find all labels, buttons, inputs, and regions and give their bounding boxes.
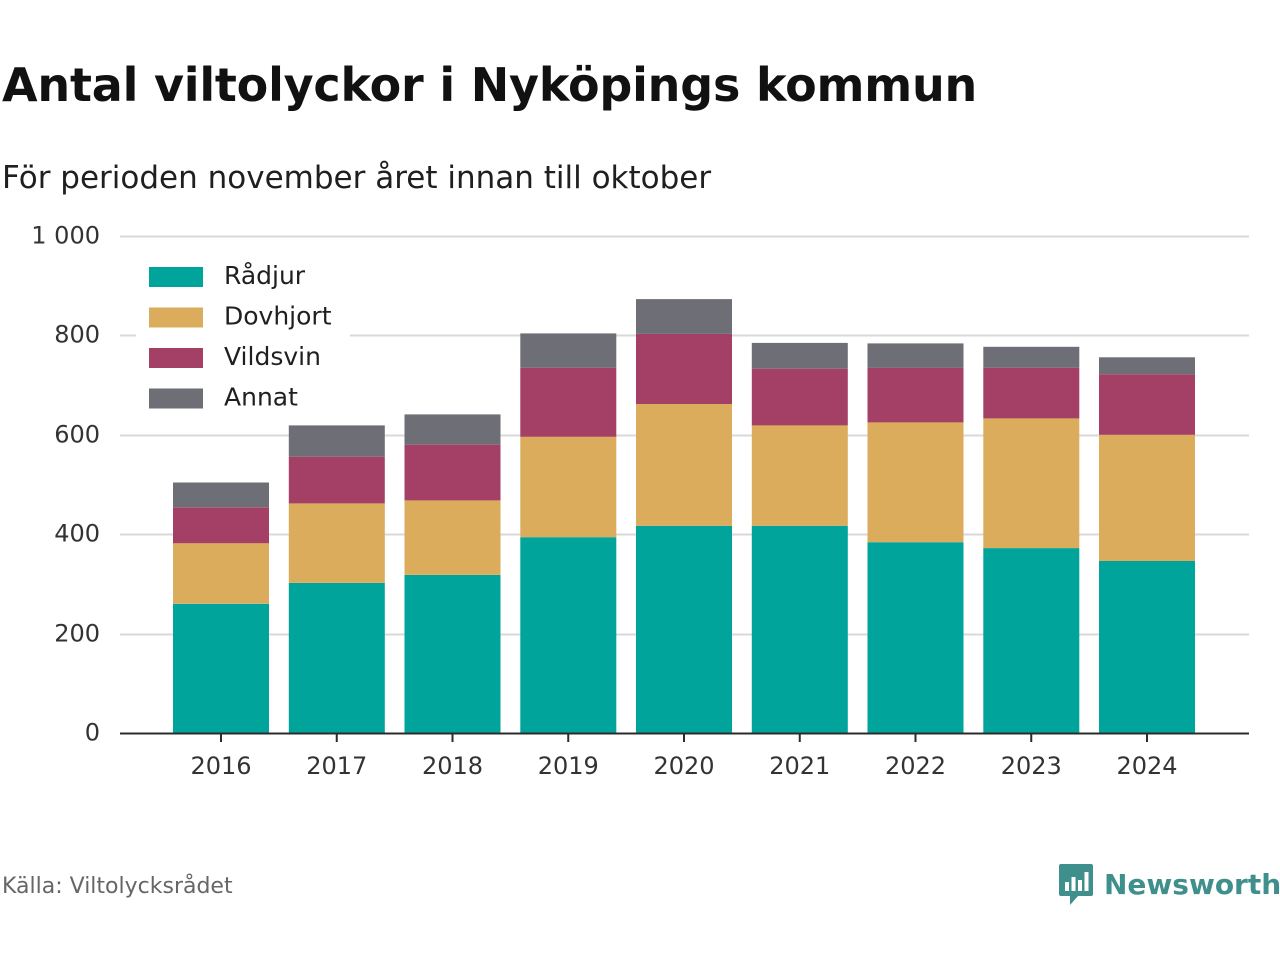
legend-swatch [149,388,203,409]
brand-name: Newsworthy [1104,867,1280,901]
bar-segment [751,368,848,426]
bar-segment [1099,357,1195,375]
legend-label: Vildsvin [224,342,321,371]
bar-segment [173,482,269,508]
bar-segment [1099,374,1195,435]
x-tick-label: 2021 [769,752,830,780]
bar-segment [520,367,617,437]
brand-logo: Newsworthy [1058,862,1280,906]
y-tick-label: 200 [54,620,100,648]
bar-segment [404,575,501,733]
bar-segment [404,414,501,445]
y-tick-label: 0 [85,719,100,747]
x-tick-label: 2024 [1116,752,1177,780]
bar-segment [751,525,848,733]
x-tick-label: 2019 [538,752,599,780]
chart-title: Antal viltolyckor i Nyköpings kommun [2,58,978,112]
bar-segment [288,456,385,504]
bar-segment [867,367,964,423]
bar-segment [983,418,1080,549]
x-axis-ticks: 2016 2017 2018 2019 2020 2021 2022 2023 2024 [190,733,1178,780]
y-axis-ticks: 0 200 400 600 800 1 000 [31,222,100,747]
x-tick-label: 2023 [1001,752,1062,780]
legend-label: Dovhjort [224,302,332,331]
chart-subtitle: För perioden november året innan till ok… [2,160,712,196]
bar-segment [520,436,617,538]
bar-segment [636,525,732,733]
bar-segment [867,422,964,543]
bar-segment [867,343,964,368]
source-note: Källa: Viltolycksrådet [2,874,233,899]
legend-swatch [149,348,203,368]
x-tick-label: 2017 [306,752,367,780]
bar-segment [173,603,269,733]
y-tick-label: 400 [54,520,100,548]
bar-segment [520,333,617,368]
bar-segment [173,543,269,604]
x-tick-label: 2016 [190,752,251,780]
bar-segment [288,425,385,457]
bar-segment [867,542,964,733]
bars [173,299,1195,733]
bar-segment [404,444,501,501]
bar-segment [520,537,617,733]
legend: Rådjur Dovhjort Vildsvin Annat [136,256,350,418]
x-tick-label: 2018 [422,752,483,780]
bar-segment [288,503,385,583]
y-tick-label: 1 000 [31,222,100,250]
bar-segment [983,346,1080,368]
bar-segment [983,548,1080,733]
legend-label: Annat [224,383,298,412]
x-tick-label: 2022 [885,752,946,780]
x-tick-label: 2020 [653,752,714,780]
y-tick-label: 800 [54,321,100,349]
bar-segment [173,507,269,544]
bar-segment [404,500,501,575]
bar-segment [751,342,848,369]
bar-segment [288,582,385,733]
bar-segment [636,404,732,526]
y-tick-label: 600 [54,421,100,449]
bar-segment [1099,434,1195,561]
bar-segment [636,299,732,334]
bar-segment [751,425,848,526]
newsworthy-chart-icon [1059,864,1093,905]
legend-swatch [149,307,203,328]
legend-swatch [149,267,203,287]
legend-label: Rådjur [224,261,306,290]
bar-segment [1099,561,1195,733]
bar-segment [636,333,732,404]
bar-segment [983,367,1080,419]
